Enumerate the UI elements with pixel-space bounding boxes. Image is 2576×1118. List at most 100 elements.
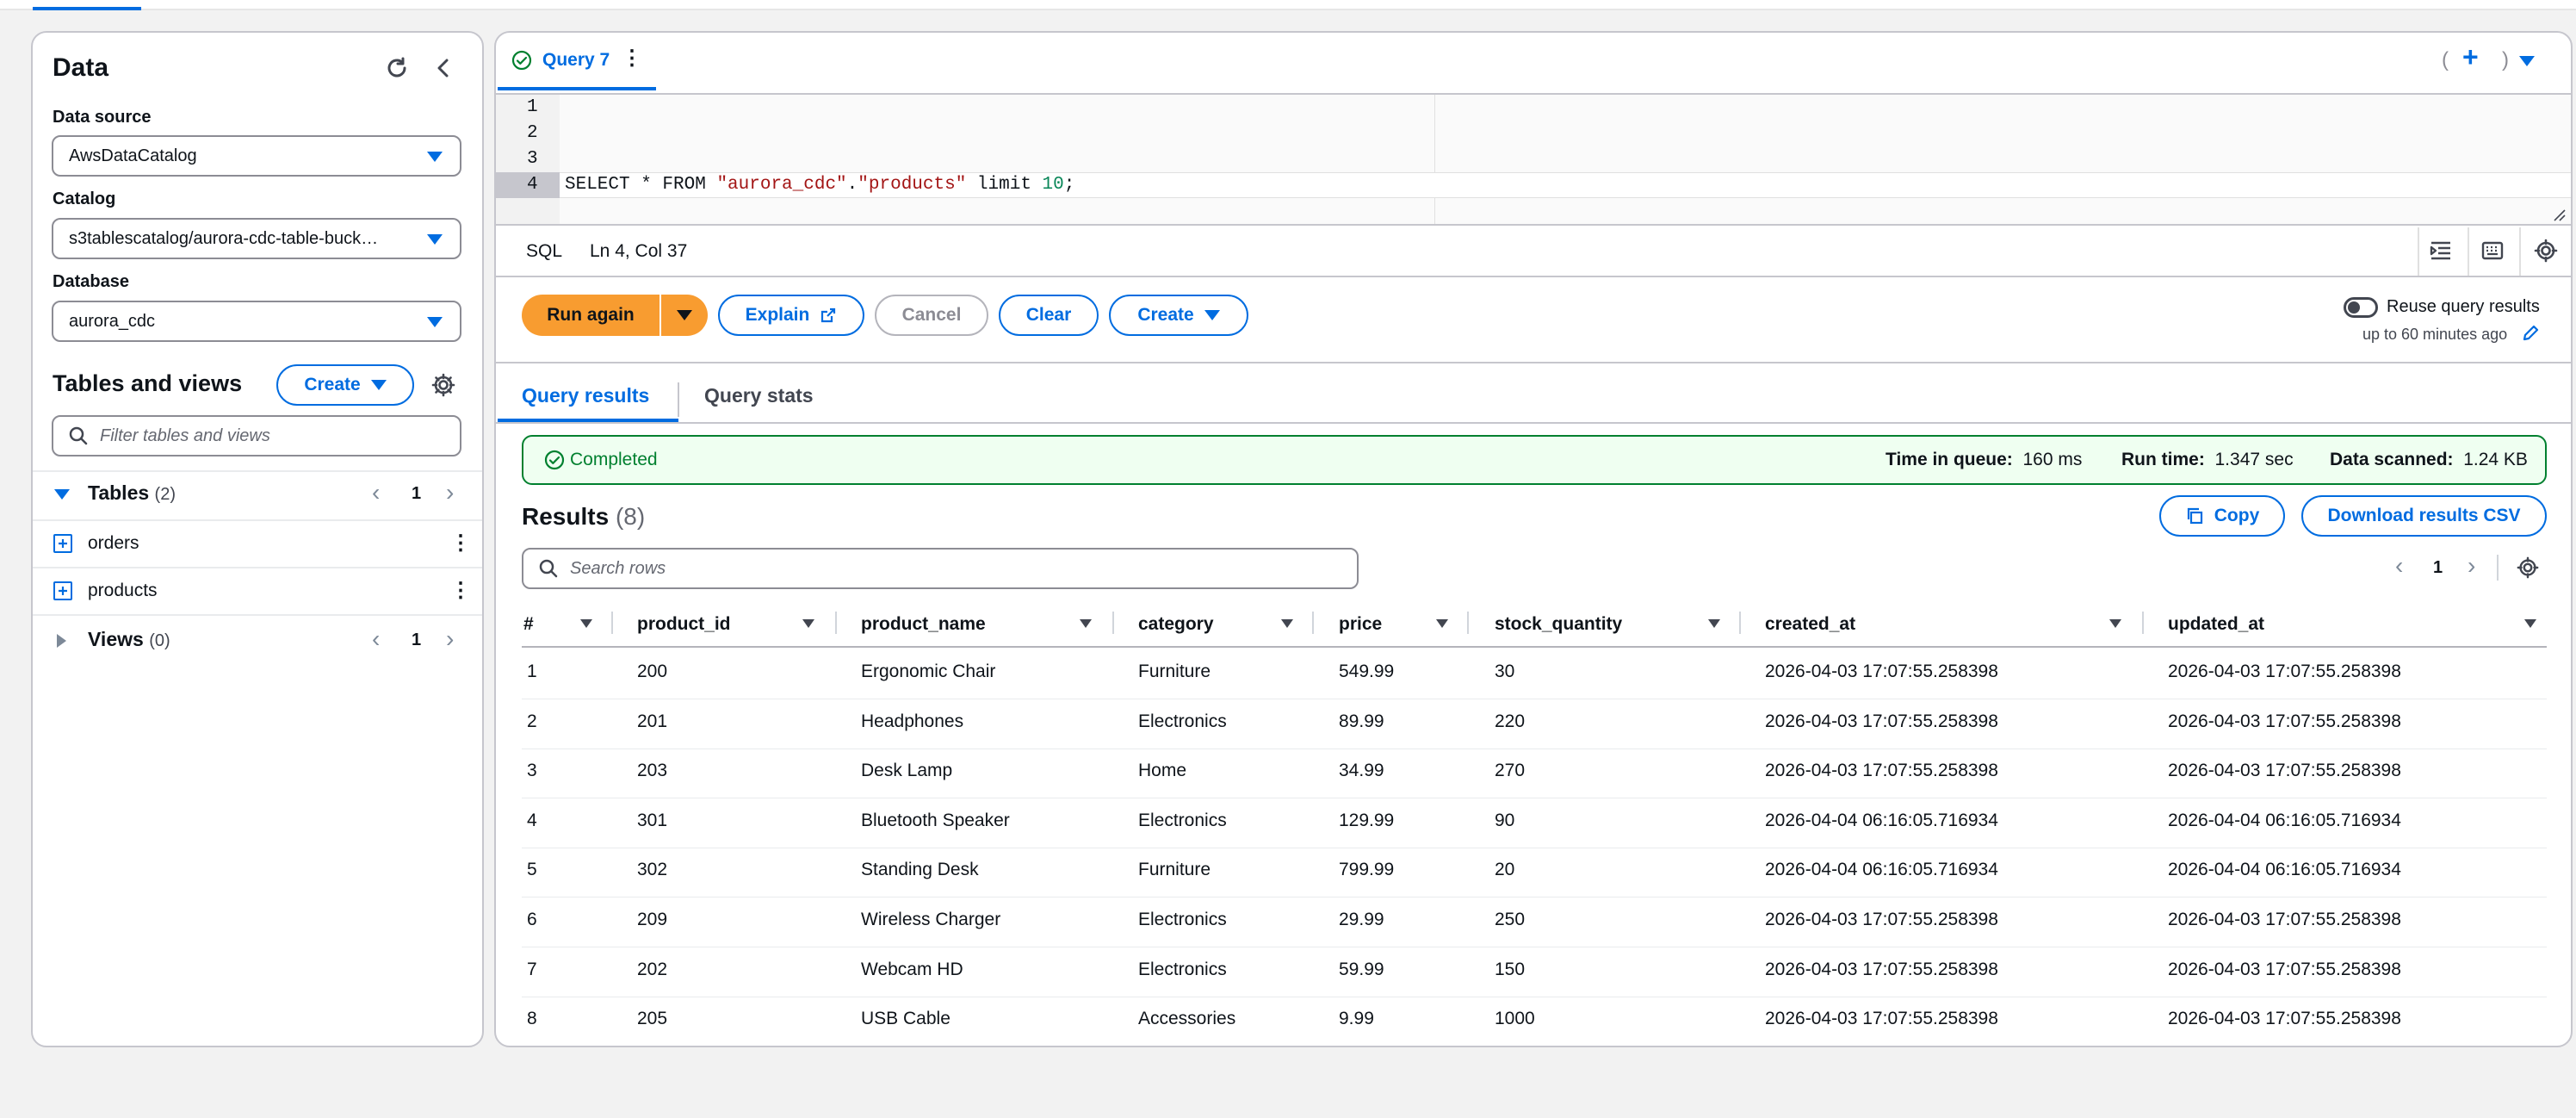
column-header[interactable]: price — [1339, 614, 1383, 634]
catalog-select[interactable]: s3tablescatalog/aurora-cdc-table-buck… — [52, 218, 461, 259]
run-options-button[interactable] — [661, 295, 708, 336]
next-page-icon[interactable]: › — [446, 625, 455, 652]
expand-tables-icon[interactable] — [54, 489, 70, 500]
cursor-position: Ln 4, Col 37 — [590, 241, 688, 261]
column-resizer[interactable] — [1112, 612, 1114, 634]
sort-icon[interactable] — [1436, 619, 1448, 628]
orders-actions-icon[interactable]: ⋮ — [450, 531, 471, 555]
column-resizer[interactable] — [835, 612, 837, 634]
filter-tables-input[interactable]: Filter tables and views — [52, 415, 461, 457]
column-header[interactable]: product_name — [861, 614, 986, 634]
table-cell: 2026-04-03 17:07:55.258398 — [1765, 910, 1998, 929]
tab-menu-icon[interactable]: ⋮ — [622, 47, 642, 70]
sql-keyword: SELECT * FROM — [565, 175, 717, 195]
results-page-number[interactable]: 1 — [2433, 558, 2443, 577]
table-cell: USB Cable — [861, 1009, 951, 1028]
keyboard-icon[interactable] — [2480, 238, 2505, 264]
indent-icon[interactable] — [2428, 238, 2454, 264]
sort-icon[interactable] — [2524, 619, 2536, 628]
column-resizer[interactable] — [1739, 612, 1741, 634]
sql-keyword: limit — [966, 175, 1043, 195]
table-cell: Ergonomic Chair — [861, 661, 996, 681]
table-cell: 799.99 — [1339, 860, 1395, 879]
tab-query-7[interactable]: Query 7 — [542, 50, 610, 70]
table-cell: Electronics — [1138, 711, 1227, 731]
results-count: (8) — [615, 503, 646, 530]
resize-handle-icon[interactable] — [2552, 207, 2566, 221]
column-resizer[interactable] — [2142, 612, 2144, 634]
sort-icon[interactable] — [1281, 619, 1293, 628]
next-page-icon[interactable]: › — [446, 479, 455, 506]
tabs-menu-icon[interactable] — [2519, 56, 2535, 66]
column-header[interactable]: updated_at — [2168, 614, 2265, 634]
expand-orders-icon[interactable] — [53, 534, 72, 553]
column-resizer[interactable] — [1312, 612, 1314, 634]
reuse-results-toggle[interactable] — [2344, 297, 2378, 318]
catalog-value: s3tablescatalog/aurora-cdc-table-buck… — [69, 229, 379, 248]
cancel-button[interactable]: Cancel — [875, 295, 988, 336]
create-table-button[interactable]: Create — [276, 364, 414, 406]
prev-page-icon[interactable]: ‹ — [372, 625, 381, 652]
column-header[interactable]: created_at — [1765, 614, 1856, 634]
run-value: 1.347 sec — [2214, 450, 2294, 469]
table-cell: 2026-04-03 17:07:55.258398 — [2168, 761, 2401, 780]
copy-button[interactable]: Copy — [2159, 495, 2285, 537]
table-item-products[interactable]: products — [88, 581, 158, 600]
explain-button[interactable]: Explain — [718, 295, 864, 336]
top-bar — [0, 0, 2576, 10]
clear-button[interactable]: Clear — [999, 295, 1099, 336]
table-settings-icon[interactable] — [2516, 556, 2540, 580]
tab-query-results[interactable]: Query results — [522, 384, 650, 407]
table-cell: Electronics — [1138, 811, 1227, 830]
column-header[interactable]: stock_quantity — [1495, 614, 1623, 634]
prev-page-icon[interactable]: ‹ — [372, 479, 381, 506]
products-actions-icon[interactable]: ⋮ — [450, 579, 471, 602]
tab-query-stats[interactable]: Query stats — [704, 384, 814, 407]
sort-icon[interactable] — [580, 619, 592, 628]
prev-page-icon[interactable]: ‹ — [2395, 552, 2404, 579]
download-csv-button[interactable]: Download results CSV — [2301, 495, 2547, 537]
sort-icon[interactable] — [2109, 619, 2121, 628]
active-nav-indicator — [33, 7, 141, 10]
table-cell: 2026-04-03 17:07:55.258398 — [2168, 661, 2401, 681]
column-resizer[interactable] — [1467, 612, 1469, 634]
table-cell: 30 — [1495, 661, 1515, 681]
sort-icon[interactable] — [1080, 619, 1092, 628]
reuse-results-sub: up to 60 minutes ago — [2362, 326, 2508, 343]
caret-down-icon — [1204, 310, 1220, 320]
create-button[interactable]: Create — [1109, 295, 1248, 336]
column-header[interactable]: category — [1138, 614, 1214, 634]
sort-icon[interactable] — [1708, 619, 1720, 628]
add-tab-icon[interactable]: + — [2462, 41, 2479, 72]
data-source-select[interactable]: AwsDataCatalog — [52, 135, 461, 177]
refresh-icon[interactable] — [384, 55, 410, 81]
database-select[interactable]: aurora_cdc — [52, 301, 461, 342]
collapse-panel-icon[interactable] — [430, 55, 456, 81]
views-section-toggle[interactable]: Views (0) — [88, 628, 170, 651]
code-editor[interactable] — [496, 93, 2571, 226]
tables-page-number[interactable]: 1 — [412, 484, 422, 503]
table-item-orders[interactable]: orders — [88, 533, 139, 553]
column-header[interactable]: product_id — [637, 614, 731, 634]
next-page-icon[interactable]: › — [2468, 552, 2476, 579]
settings-icon[interactable] — [430, 372, 456, 398]
table-cell: 2026-04-04 06:16:05.716934 — [1765, 860, 1998, 879]
column-header[interactable]: # — [523, 614, 534, 634]
expand-views-icon[interactable] — [57, 634, 66, 648]
views-page-number[interactable]: 1 — [412, 630, 422, 649]
run-label: Run time: — [2121, 450, 2205, 469]
create-label: Create — [1137, 305, 1194, 325]
table-cell: 20 — [1495, 860, 1515, 879]
tables-section-toggle[interactable]: Tables (2) — [88, 481, 176, 505]
editor-settings-icon[interactable] — [2533, 238, 2559, 264]
code-line-4[interactable]: SELECT * FROM "aurora_cdc"."products" li… — [565, 175, 1074, 195]
database-label: Database — [53, 272, 129, 291]
search-rows-input[interactable]: Search rows — [522, 548, 1359, 589]
edit-icon[interactable] — [2521, 324, 2540, 343]
table-cell: 2026-04-04 06:16:05.716934 — [2168, 811, 2401, 830]
expand-products-icon[interactable] — [53, 581, 72, 600]
column-resizer[interactable] — [611, 612, 613, 634]
run-again-button[interactable]: Run again — [522, 295, 659, 336]
table-cell: 2026-04-04 06:16:05.716934 — [2168, 860, 2401, 879]
sort-icon[interactable] — [802, 619, 814, 628]
